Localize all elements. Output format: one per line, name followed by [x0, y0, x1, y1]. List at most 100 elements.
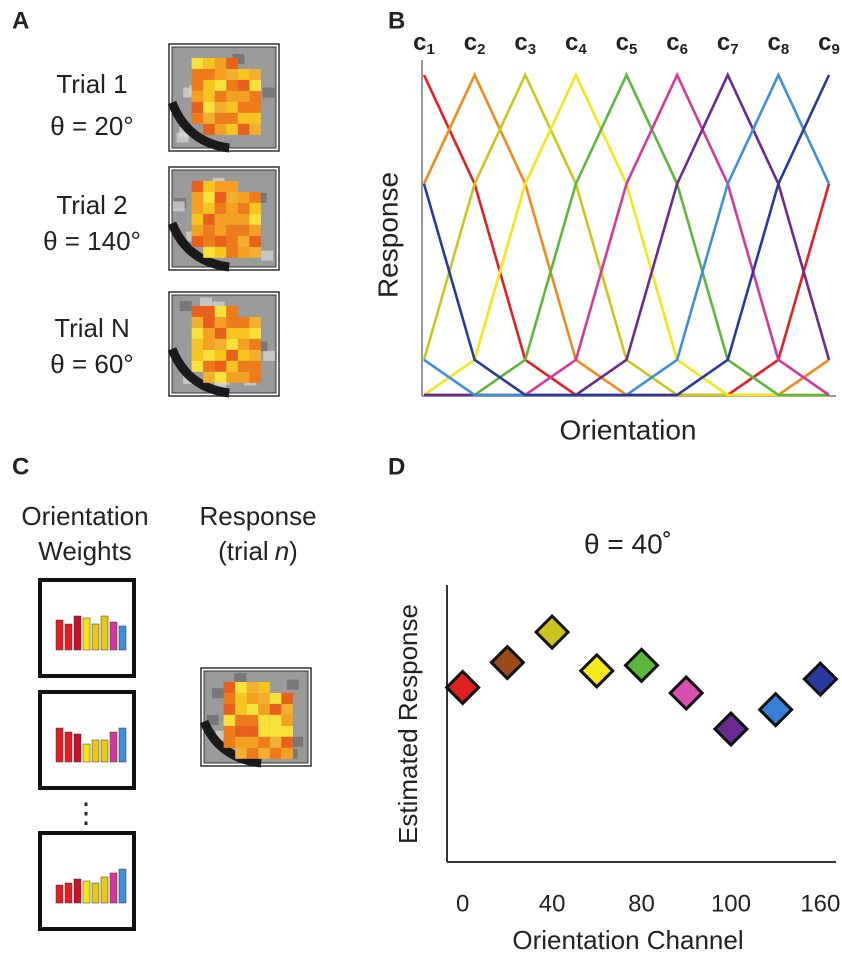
image-voxel — [249, 236, 261, 247]
image-voxel — [215, 372, 227, 383]
image-voxel — [249, 113, 261, 124]
image-voxel — [192, 102, 204, 113]
image-voxel — [247, 704, 259, 715]
image-voxel — [215, 247, 227, 258]
image-voxel — [192, 91, 204, 102]
image-voxel — [226, 225, 238, 236]
image-voxel — [235, 682, 247, 693]
image-voxel — [249, 361, 261, 372]
image-voxel — [215, 339, 227, 350]
image-voxel — [249, 372, 261, 383]
trial-name: Trial 1 — [56, 69, 127, 99]
x-tick-label: 160 — [800, 890, 840, 917]
image-voxel — [249, 317, 261, 328]
image-voxel — [192, 328, 204, 339]
image-voxel — [238, 328, 250, 339]
image-voxel — [258, 726, 270, 737]
image-voxel — [203, 317, 215, 328]
image-voxel — [238, 80, 250, 91]
image-voxel — [249, 225, 261, 236]
column-title: Weights — [38, 536, 131, 566]
image-voxel — [215, 350, 227, 361]
image-voxel — [215, 236, 227, 247]
image-voxel — [203, 247, 215, 258]
tuning-curve — [424, 75, 829, 395]
channel-label: c5 — [616, 29, 638, 58]
data-point — [536, 616, 568, 648]
trial-theta: θ = 20° — [50, 111, 133, 141]
trial-theta: θ = 140° — [43, 226, 141, 256]
image-voxel — [224, 693, 236, 704]
image-voxel — [192, 350, 204, 361]
image-voxel — [203, 372, 215, 383]
y-axis-label: Estimated Response — [393, 604, 423, 844]
weight-bar — [74, 879, 81, 903]
image-voxel — [238, 91, 250, 102]
image-voxel — [258, 704, 270, 715]
channel-label: c6 — [666, 29, 688, 58]
image-voxel — [226, 214, 238, 225]
image-texture — [263, 88, 275, 98]
text-part: n — [275, 536, 289, 566]
image-voxel — [192, 317, 204, 328]
channel-sub: 3 — [528, 41, 536, 58]
image-voxel — [215, 58, 227, 69]
channel-sub: 9 — [832, 41, 840, 58]
image-voxel — [215, 306, 227, 317]
image-voxel — [215, 80, 227, 91]
image-voxel — [215, 214, 227, 225]
image-voxel — [203, 102, 215, 113]
image-voxel — [235, 693, 247, 704]
image-voxel — [203, 214, 215, 225]
image-voxel — [249, 124, 261, 135]
image-voxel — [249, 339, 261, 350]
image-voxel — [281, 715, 293, 726]
channel-letter: c — [666, 29, 679, 56]
tuning-curve — [424, 75, 829, 395]
data-point — [670, 677, 702, 709]
weight-bar — [74, 734, 81, 762]
weight-bar — [65, 624, 72, 650]
image-voxel — [192, 192, 204, 203]
image-voxel — [224, 737, 236, 748]
image-voxel — [215, 124, 227, 135]
image-voxel — [226, 192, 238, 203]
channel-sub: 7 — [730, 41, 738, 58]
image-voxel — [249, 328, 261, 339]
data-point — [491, 647, 523, 679]
image-voxel — [235, 748, 247, 759]
image-voxel — [215, 69, 227, 80]
x-axis-label: Orientation Channel — [512, 925, 743, 955]
column-title: Orientation — [21, 501, 148, 531]
image-voxel — [258, 693, 270, 704]
image-voxel — [258, 737, 270, 748]
image-voxel — [192, 69, 204, 80]
axis-label: Orientation — [560, 414, 697, 445]
image-voxel — [247, 693, 259, 704]
panel-label: B — [388, 7, 405, 34]
image-voxel — [192, 113, 204, 124]
image-texture — [212, 688, 224, 698]
x-tick-label: 0 — [456, 890, 469, 917]
image-voxel — [249, 214, 261, 225]
axis-label: Response — [372, 172, 403, 298]
image-voxel — [203, 203, 215, 214]
image-voxel — [226, 113, 238, 124]
tuning-curve — [424, 75, 829, 395]
image-voxel — [203, 192, 215, 203]
image-voxel — [215, 91, 227, 102]
image-voxel — [203, 350, 215, 361]
image-voxel — [226, 58, 238, 69]
image-voxel — [224, 726, 236, 737]
image-voxel — [238, 69, 250, 80]
channel-letter: c — [413, 29, 426, 56]
image-voxel — [224, 715, 236, 726]
image-voxel — [238, 203, 250, 214]
image-voxel — [192, 181, 204, 192]
image-voxel — [238, 113, 250, 124]
image-texture — [261, 251, 273, 261]
image-voxel — [270, 726, 282, 737]
channel-sub: 5 — [629, 41, 637, 58]
image-texture — [263, 351, 275, 361]
weight-bar — [119, 869, 126, 903]
